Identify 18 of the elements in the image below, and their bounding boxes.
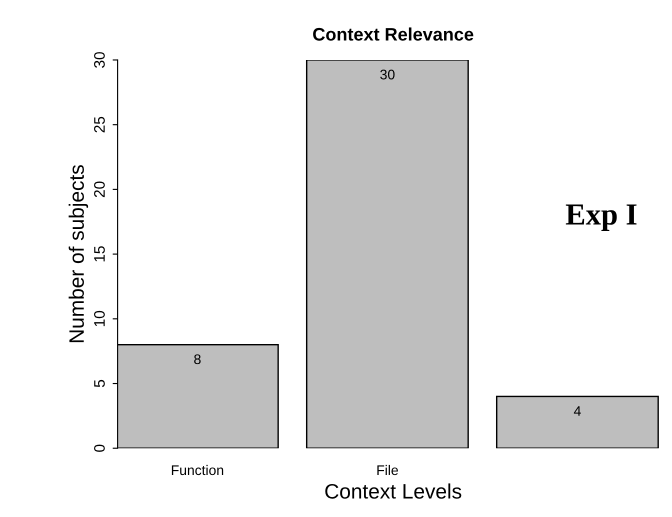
bar bbox=[306, 60, 469, 448]
data-label: 30 bbox=[380, 70, 395, 80]
x-tick-label: Function bbox=[172, 464, 224, 476]
x-tick-label: File bbox=[377, 464, 398, 476]
y-tick-label: 0 bbox=[94, 444, 105, 452]
y-tick-label: 25 bbox=[94, 116, 105, 132]
y-axis-title: Number of subjects bbox=[68, 165, 88, 342]
chart-title: Context Relevance bbox=[313, 27, 474, 41]
bar bbox=[496, 396, 659, 448]
data-label: 8 bbox=[194, 354, 201, 364]
y-tick-label: 30 bbox=[94, 52, 105, 68]
y-tick-label: 5 bbox=[94, 380, 105, 388]
y-tick-label: 10 bbox=[94, 310, 105, 326]
data-label: 4 bbox=[574, 406, 581, 416]
y-tick-label: 15 bbox=[94, 246, 105, 262]
annotation: Exp I bbox=[566, 204, 636, 231]
y-tick-label: 20 bbox=[94, 181, 105, 198]
x-axis-title: Context Levels bbox=[325, 483, 462, 499]
